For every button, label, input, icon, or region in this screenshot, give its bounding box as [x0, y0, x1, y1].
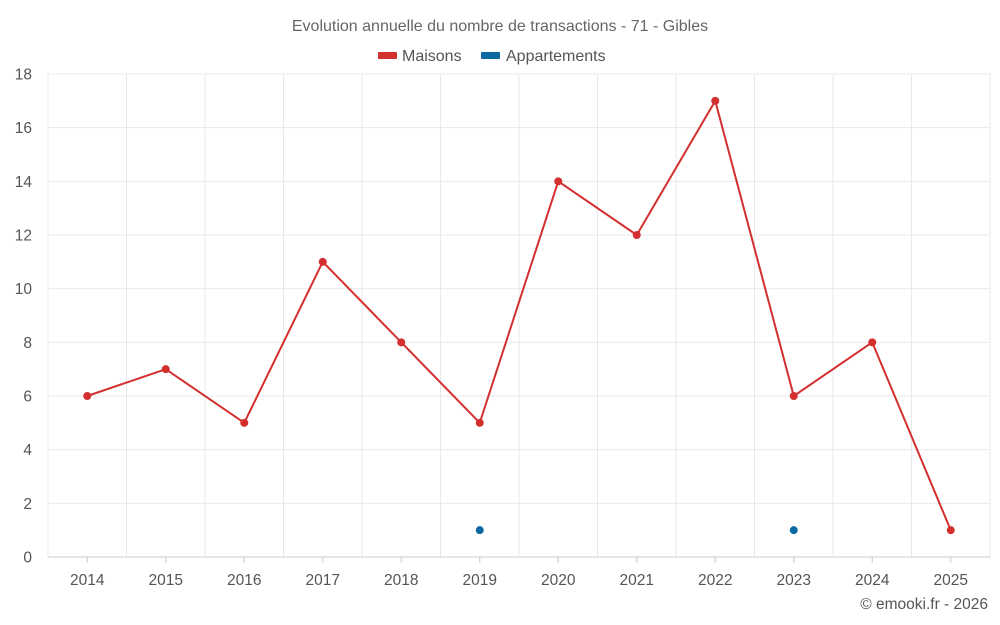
credit-text: © emooki.fr - 2026 — [860, 596, 988, 613]
series-line-maisons — [86, 99, 952, 531]
legend-label-appartements: Appartements — [506, 48, 606, 65]
data-point-maisons[interactable] — [475, 418, 484, 427]
legend-item-appartements[interactable]: Appartements — [481, 48, 606, 65]
data-point-appartements[interactable] — [475, 526, 484, 535]
data-point-appartements[interactable] — [789, 526, 798, 535]
axes: 0 2 4 6 8 10 12 14 16 18 2014 2015 2016 2017 2018 2019 2… — [15, 67, 990, 589]
x-tick-label: 2015 — [149, 572, 183, 589]
data-point-maisons[interactable] — [83, 392, 92, 400]
y-tick-label: 4 — [23, 442, 32, 459]
x-tick-label: 2020 — [541, 572, 576, 589]
data-point-maisons[interactable] — [240, 418, 249, 427]
y-tick-label: 18 — [15, 67, 32, 84]
x-tick-label: 2022 — [698, 572, 732, 589]
x-tick-label: 2019 — [463, 572, 497, 589]
data-point-maisons[interactable] — [868, 338, 877, 347]
data-point-maisons[interactable] — [946, 526, 955, 535]
legend-swatch-appartements — [481, 52, 500, 59]
x-tick-label: 2023 — [777, 572, 811, 589]
series — [83, 96, 955, 535]
data-point-maisons[interactable] — [318, 257, 327, 266]
y-tick-label: 0 — [23, 550, 32, 567]
chart-title: Evolution annuelle du nombre de transact… — [292, 18, 708, 35]
x-tick-label: 2017 — [306, 572, 340, 589]
x-tick-label: 2025 — [934, 572, 968, 589]
x-tick-label: 2018 — [384, 572, 418, 589]
grid — [47, 73, 991, 558]
y-tick-label: 2 — [23, 496, 32, 513]
y-tick-label: 16 — [15, 120, 32, 137]
legend-item-maisons[interactable]: Maisons — [378, 48, 462, 65]
data-point-maisons[interactable] — [397, 338, 406, 347]
y-tick-label: 8 — [23, 335, 32, 352]
y-tick-label: 10 — [15, 281, 33, 298]
x-tick-label: 2024 — [855, 572, 890, 589]
data-point-maisons[interactable] — [789, 392, 798, 400]
data-point-maisons[interactable] — [632, 231, 641, 239]
legend-swatch-maisons — [378, 52, 397, 59]
y-tick-label: 12 — [15, 228, 32, 245]
data-point-maisons[interactable] — [554, 177, 563, 186]
data-point-maisons[interactable] — [161, 365, 170, 374]
legend[interactable]: Maisons Appartements — [378, 48, 606, 65]
x-tick-label: 2014 — [70, 572, 105, 589]
x-tick-label: 2021 — [620, 572, 654, 589]
y-tick-label: 6 — [23, 389, 32, 406]
y-tick-label: 14 — [15, 174, 33, 191]
legend-label-maisons: Maisons — [402, 48, 462, 65]
x-tick-label: 2016 — [227, 572, 261, 589]
data-point-maisons[interactable] — [711, 96, 720, 105]
